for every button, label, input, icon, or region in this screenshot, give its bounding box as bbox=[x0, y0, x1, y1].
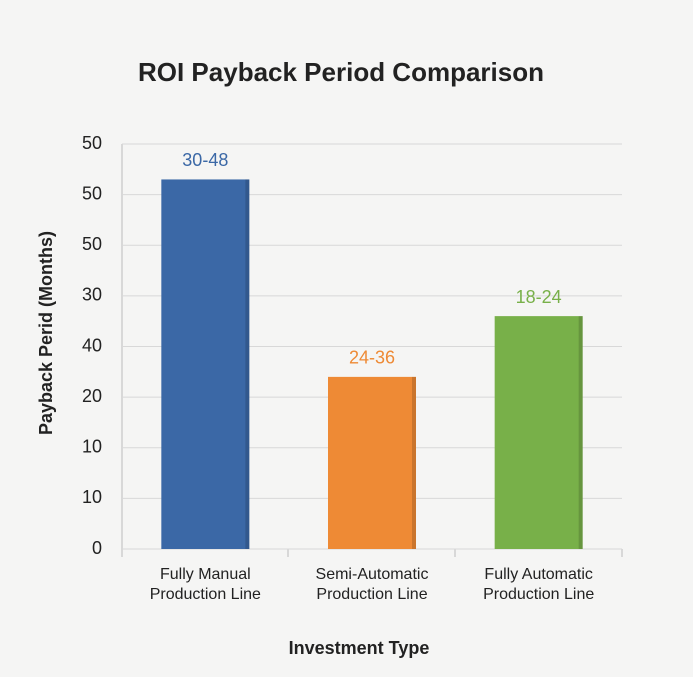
y-tick-label: 10 bbox=[82, 437, 102, 457]
y-tick-label: 50 bbox=[82, 183, 102, 203]
y-tick-label: 30 bbox=[82, 285, 102, 305]
bar-label: 24-36 bbox=[349, 348, 395, 368]
x-tick-label: Semi-Automatic bbox=[316, 566, 429, 583]
bar bbox=[328, 376, 416, 549]
bar-label: 30-48 bbox=[182, 150, 228, 170]
bar-edge bbox=[245, 179, 250, 549]
x-tick-label: Fully Automatic bbox=[484, 566, 592, 583]
x-tick-label: Production Line bbox=[316, 586, 427, 603]
y-tick-label: 50 bbox=[82, 133, 102, 153]
y-tick-label: 50 bbox=[82, 234, 102, 254]
y-tick-label: 0 bbox=[92, 538, 102, 558]
bar bbox=[161, 179, 250, 549]
x-tick-label: Production Line bbox=[483, 586, 594, 603]
bar-edge bbox=[578, 316, 583, 549]
bar-label: 18-24 bbox=[516, 287, 562, 307]
bar-edge bbox=[412, 376, 416, 549]
x-tick-label: Fully Manual bbox=[160, 566, 251, 583]
bar bbox=[494, 316, 583, 549]
x-axis-label: Investment Type bbox=[289, 638, 430, 658]
y-tick-label: 20 bbox=[82, 386, 102, 406]
chart-title: ROI Payback Period Comparison bbox=[138, 57, 544, 87]
y-tick-label: 10 bbox=[82, 487, 102, 507]
y-axis-label: Payback Perid (Months) bbox=[36, 231, 56, 435]
x-tick-label: Production Line bbox=[150, 586, 261, 603]
y-tick-label: 40 bbox=[82, 335, 102, 355]
